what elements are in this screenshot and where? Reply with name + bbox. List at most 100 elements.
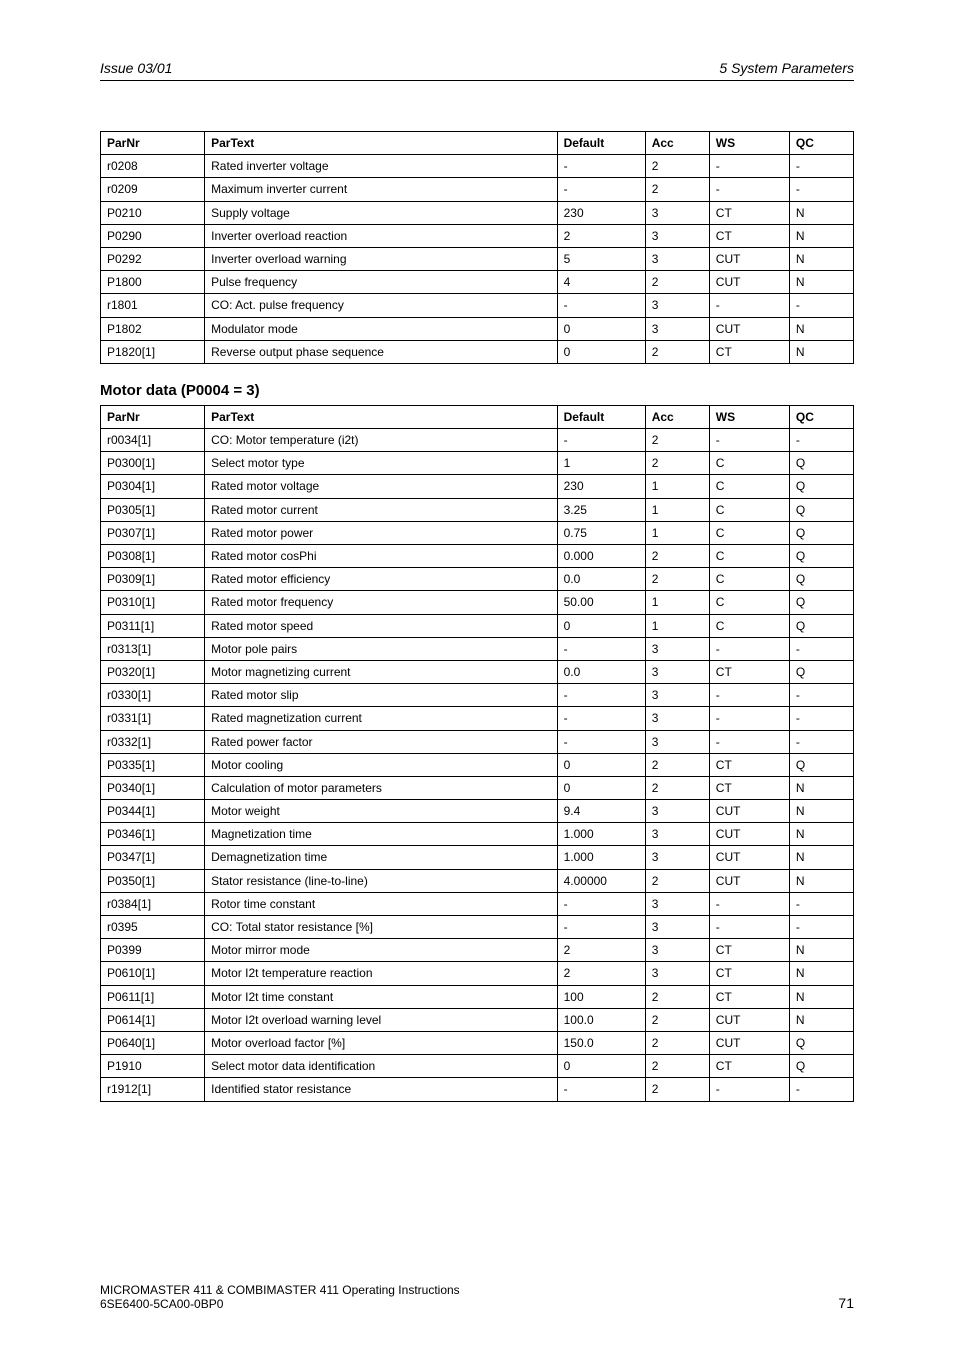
cell-ws: CUT	[709, 846, 789, 869]
cell-qc: Q	[789, 1031, 853, 1054]
cell-def: 4.00000	[557, 869, 645, 892]
cell-partext: CO: Act. pulse frequency	[205, 294, 557, 317]
table-row: P0346[1]Magnetization time1.0003CUTN	[101, 823, 854, 846]
cell-partext: Reverse output phase sequence	[205, 340, 557, 363]
cell-qc: Q	[789, 475, 853, 498]
cell-partext: Rated motor voltage	[205, 475, 557, 498]
cell-acc: 1	[645, 498, 709, 521]
cell-def: -	[557, 1078, 645, 1101]
cell-parnr: r0395	[101, 916, 205, 939]
cell-acc: 2	[645, 1055, 709, 1078]
cell-ws: CUT	[709, 317, 789, 340]
cell-def: 0	[557, 1055, 645, 1078]
cell-def: -	[557, 892, 645, 915]
cell-qc: -	[789, 294, 853, 317]
table-row: P0292Inverter overload warning53CUTN	[101, 247, 854, 270]
cell-ws: C	[709, 521, 789, 544]
cell-ws: CT	[709, 660, 789, 683]
cell-qc: -	[789, 707, 853, 730]
table-row: P0640[1]Motor overload factor [%]150.02C…	[101, 1031, 854, 1054]
cell-ws: CT	[709, 1055, 789, 1078]
table-row: r1801CO: Act. pulse frequency-3--	[101, 294, 854, 317]
cell-def: 0.75	[557, 521, 645, 544]
cell-qc: -	[789, 684, 853, 707]
cell-acc: 3	[645, 707, 709, 730]
cell-acc: 2	[645, 271, 709, 294]
cell-qc: N	[789, 776, 853, 799]
cell-def: 230	[557, 201, 645, 224]
cell-parnr: P0310[1]	[101, 591, 205, 614]
cell-def: 0	[557, 776, 645, 799]
page-header: Issue 03/01 5 System Parameters	[100, 60, 854, 81]
cell-parnr: r0208	[101, 155, 205, 178]
table-row: P0304[1]Rated motor voltage2301CQ	[101, 475, 854, 498]
cell-def: 9.4	[557, 800, 645, 823]
cell-qc: -	[789, 916, 853, 939]
col-ws: WS	[709, 132, 789, 155]
cell-parnr: P1802	[101, 317, 205, 340]
cell-qc: -	[789, 429, 853, 452]
cell-partext: Rated motor cosPhi	[205, 545, 557, 568]
cell-parnr: r0331[1]	[101, 707, 205, 730]
cell-acc: 3	[645, 224, 709, 247]
parameter-table-1: ParNr ParText Default Acc WS QC r0208Rat…	[100, 131, 854, 364]
cell-acc: 1	[645, 591, 709, 614]
cell-acc: 2	[645, 568, 709, 591]
cell-acc: 2	[645, 985, 709, 1008]
header-right: 5 System Parameters	[719, 60, 854, 76]
cell-partext: Demagnetization time	[205, 846, 557, 869]
cell-ws: -	[709, 730, 789, 753]
cell-acc: 3	[645, 317, 709, 340]
page-footer: MICROMASTER 411 & COMBIMASTER 411 Operat…	[100, 1283, 854, 1311]
cell-ws: CUT	[709, 271, 789, 294]
cell-partext: Stator resistance (line-to-line)	[205, 869, 557, 892]
table-row: P0210Supply voltage2303CTN	[101, 201, 854, 224]
cell-ws: C	[709, 614, 789, 637]
table-row: r0313[1]Motor pole pairs-3--	[101, 637, 854, 660]
cell-parnr: P0304[1]	[101, 475, 205, 498]
cell-def: 150.0	[557, 1031, 645, 1054]
cell-ws: CUT	[709, 247, 789, 270]
cell-ws: C	[709, 498, 789, 521]
cell-acc: 2	[645, 753, 709, 776]
cell-acc: 1	[645, 521, 709, 544]
cell-def: -	[557, 178, 645, 201]
cell-def: 230	[557, 475, 645, 498]
table-row: P0610[1]Motor I2t temperature reaction23…	[101, 962, 854, 985]
cell-def: 1.000	[557, 846, 645, 869]
col-default: Default	[557, 132, 645, 155]
parameter-table-2: ParNr ParText Default Acc WS QC r0034[1]…	[100, 405, 854, 1102]
cell-parnr: P0640[1]	[101, 1031, 205, 1054]
table-row: P1910Select motor data identification02C…	[101, 1055, 854, 1078]
cell-parnr: P0320[1]	[101, 660, 205, 683]
cell-partext: Select motor type	[205, 452, 557, 475]
table-row: r0395CO: Total stator resistance [%]-3--	[101, 916, 854, 939]
table-header-row: ParNr ParText Default Acc WS QC	[101, 405, 854, 428]
cell-parnr: P1800	[101, 271, 205, 294]
cell-qc: N	[789, 800, 853, 823]
cell-partext: Motor cooling	[205, 753, 557, 776]
cell-qc: N	[789, 317, 853, 340]
cell-parnr: P1910	[101, 1055, 205, 1078]
cell-def: -	[557, 637, 645, 660]
table-row: P0347[1]Demagnetization time1.0003CUTN	[101, 846, 854, 869]
col-parnr: ParNr	[101, 132, 205, 155]
cell-qc: N	[789, 823, 853, 846]
cell-ws: -	[709, 916, 789, 939]
table-row: P0399Motor mirror mode23CTN	[101, 939, 854, 962]
cell-qc: -	[789, 155, 853, 178]
col-qc: QC	[789, 132, 853, 155]
cell-parnr: P0399	[101, 939, 205, 962]
table-row: P0310[1]Rated motor frequency50.001CQ	[101, 591, 854, 614]
cell-def: 2	[557, 939, 645, 962]
cell-parnr: P0347[1]	[101, 846, 205, 869]
cell-acc: 2	[645, 452, 709, 475]
table-row: r0332[1]Rated power factor-3--	[101, 730, 854, 753]
cell-acc: 3	[645, 294, 709, 317]
cell-acc: 2	[645, 155, 709, 178]
cell-partext: Identified stator resistance	[205, 1078, 557, 1101]
cell-partext: Rated motor frequency	[205, 591, 557, 614]
table-row: P0300[1]Select motor type12CQ	[101, 452, 854, 475]
cell-partext: Motor I2t time constant	[205, 985, 557, 1008]
col-acc: Acc	[645, 405, 709, 428]
